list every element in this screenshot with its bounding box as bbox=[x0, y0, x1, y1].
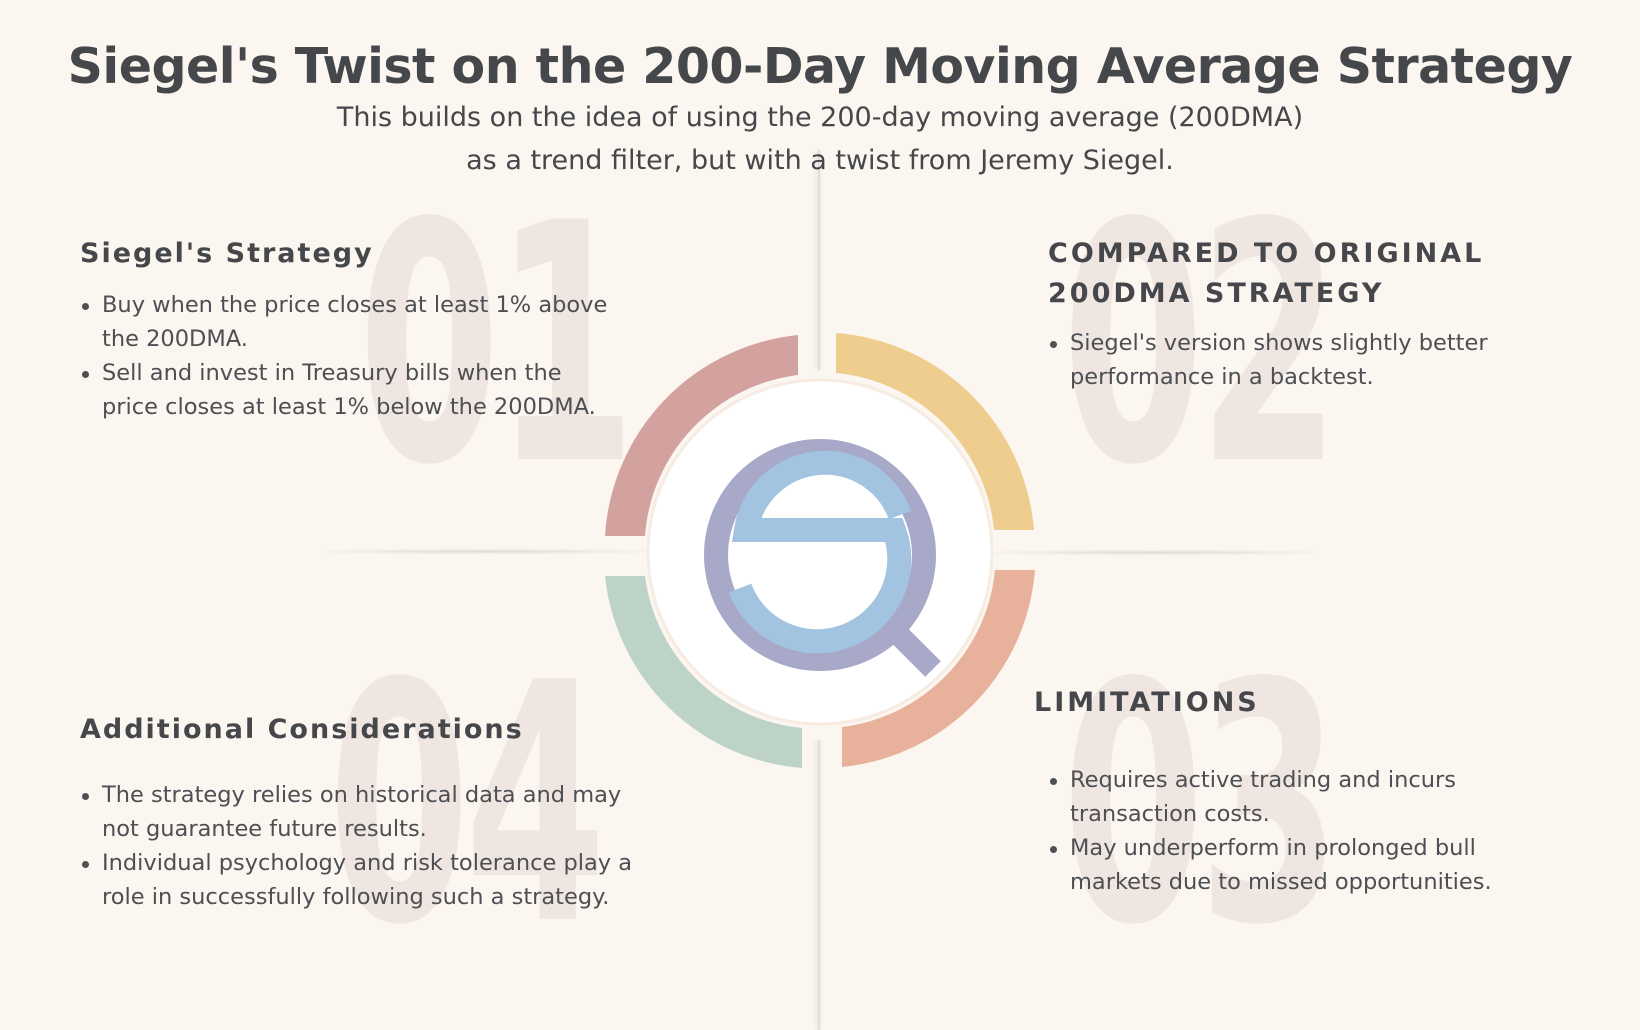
section-number-03: 03 bbox=[1062, 613, 1341, 997]
bullet-list: Siegel's version shows slightly better p… bbox=[1048, 326, 1548, 394]
section-heading: LIMITATIONS bbox=[1034, 687, 1260, 718]
bullet-item: Sell and invest in Treasury bills when t… bbox=[80, 356, 620, 424]
vertical-divider-top bbox=[818, 150, 821, 370]
bullet-item: Individual psychology and risk tolerance… bbox=[80, 846, 640, 914]
horizontal-divider-right bbox=[990, 551, 1320, 554]
section-siegels-strategy: Siegel's Strategy Buy when the price clo… bbox=[80, 234, 620, 424]
bullet-item: May underperform in prolonged bull marke… bbox=[1048, 831, 1554, 899]
subtitle-line-2: as a trend filter, but with a twist from… bbox=[466, 145, 1174, 176]
bullet-item: Siegel's version shows slightly better p… bbox=[1048, 326, 1548, 394]
ring-segment-03 bbox=[842, 570, 1035, 767]
bullet-list: The strategy relies on historical data a… bbox=[80, 778, 640, 914]
section-heading: Additional Considerations bbox=[80, 714, 524, 745]
section-number-04: 04 bbox=[328, 613, 607, 997]
section-additional-considerations: Additional Considerations The strategy r… bbox=[80, 710, 640, 914]
bullet-item: The strategy relies on historical data a… bbox=[80, 778, 640, 846]
section-compared-to-original: COMPARED TO ORIGINAL 200DMA STRATEGY Sie… bbox=[1048, 234, 1548, 394]
section-heading: Siegel's Strategy bbox=[80, 238, 374, 269]
vertical-divider-bottom bbox=[818, 740, 821, 1030]
section-heading: COMPARED TO ORIGINAL 200DMA STRATEGY bbox=[1048, 238, 1485, 309]
ring-segment-01 bbox=[605, 335, 798, 536]
bullet-item: Requires active trading and incurs trans… bbox=[1048, 763, 1554, 831]
section-number-02: 02 bbox=[1062, 153, 1341, 537]
horizontal-divider-left bbox=[320, 550, 650, 553]
bullet-item: Buy when the price closes at least 1% ab… bbox=[80, 288, 620, 356]
ring-segment-04 bbox=[605, 576, 802, 768]
bullet-list: Requires active trading and incurs trans… bbox=[1034, 763, 1554, 899]
ring-segment-02 bbox=[836, 333, 1034, 530]
page-subtitle: This builds on the idea of using the 200… bbox=[0, 96, 1640, 182]
bullet-list: Buy when the price closes at least 1% ab… bbox=[80, 288, 620, 424]
quadrant-ring-icon bbox=[605, 333, 1035, 768]
section-limitations: LIMITATIONS Requires active trading and … bbox=[1034, 683, 1554, 899]
section-number-01: 01 bbox=[358, 153, 637, 537]
page-title: Siegel's Twist on the 200-Day Moving Ave… bbox=[67, 38, 1573, 95]
subtitle-line-1: This builds on the idea of using the 200… bbox=[336, 102, 1304, 133]
center-ring-graphic bbox=[600, 330, 1040, 770]
